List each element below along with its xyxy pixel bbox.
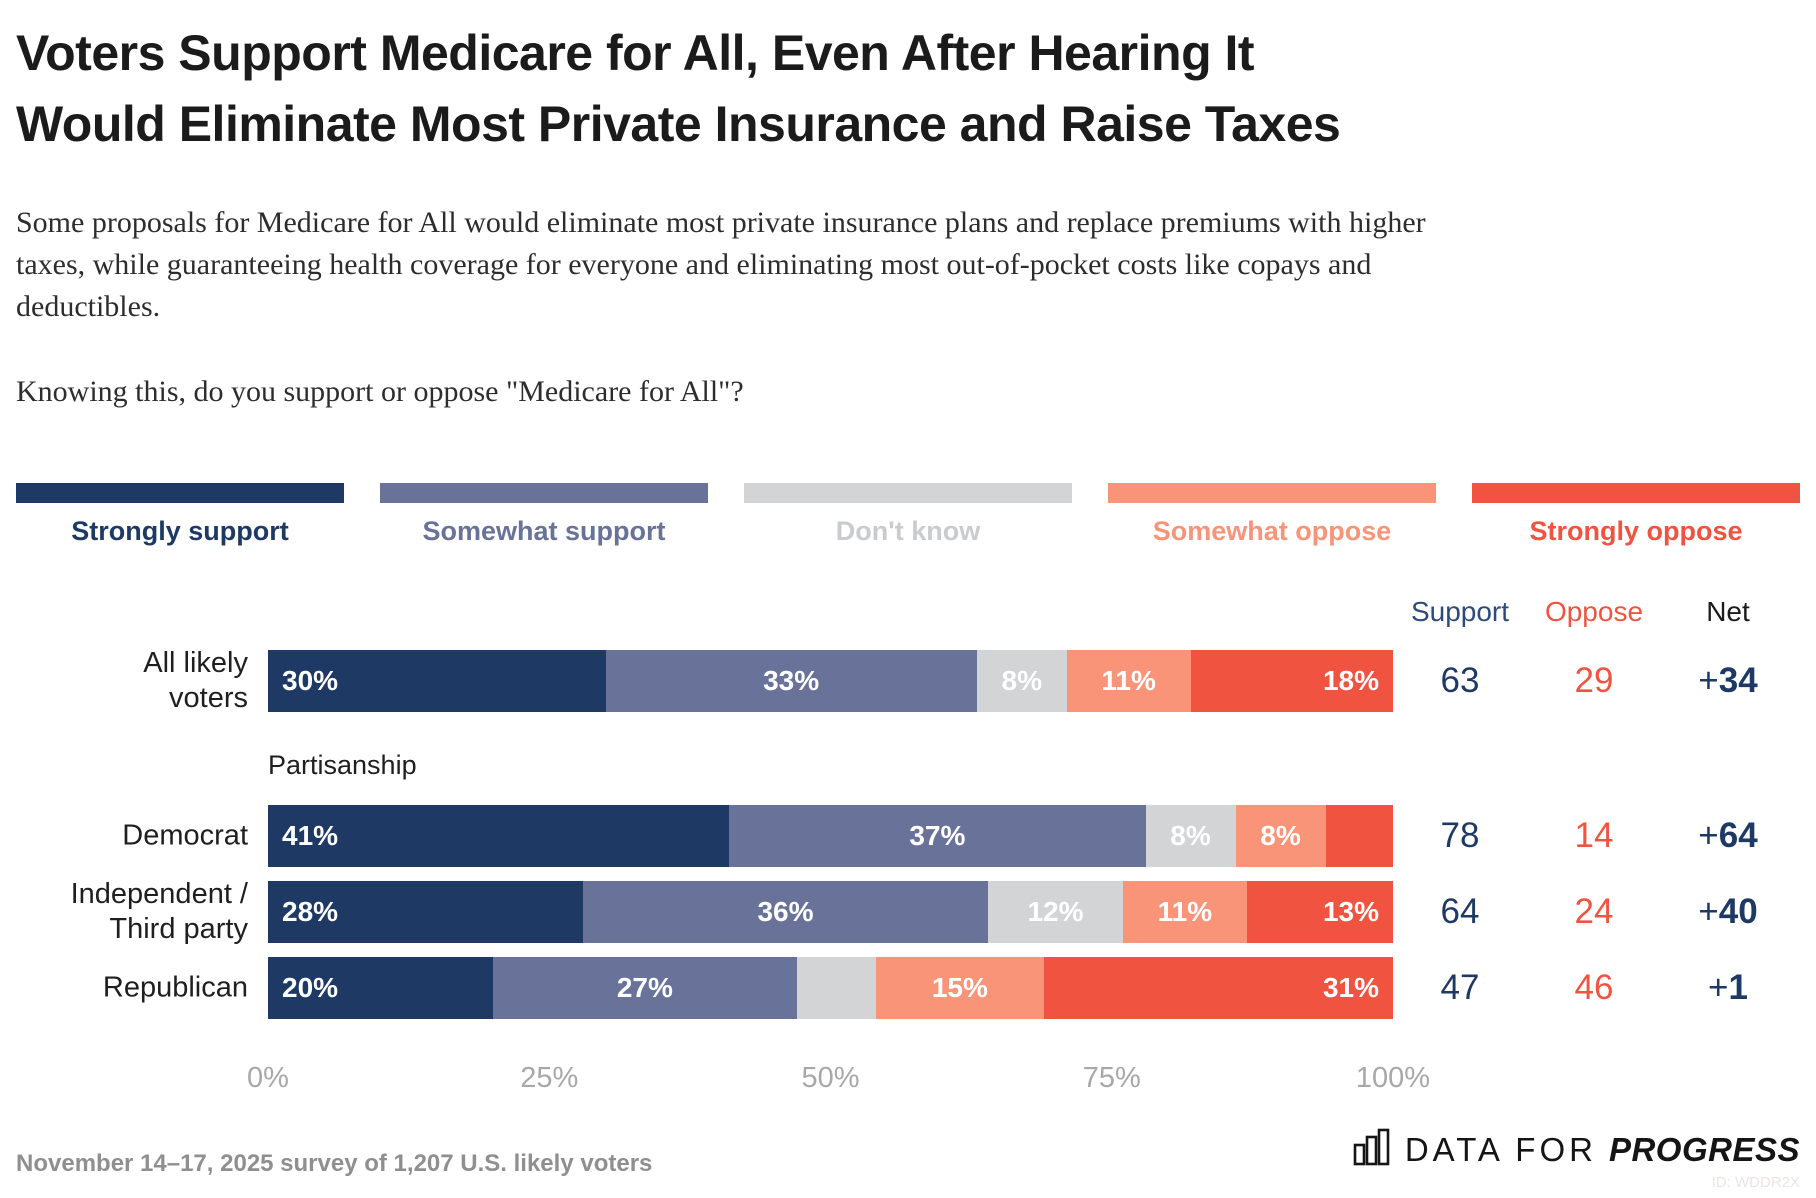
- legend-label: Somewhat support: [422, 516, 666, 546]
- page-title-line2: Would Eliminate Most Private Insurance a…: [16, 96, 1341, 152]
- bar-segment-label: 28%: [282, 896, 339, 927]
- dfp-logo: DATA FOR PROGRESS: [1353, 1128, 1800, 1171]
- bar-segment-label: 18%: [1322, 665, 1379, 696]
- bar-segment-label: 8%: [1170, 820, 1211, 851]
- oppose-value: 24: [1574, 892, 1614, 931]
- bar-segment: 11%: [1066, 650, 1191, 712]
- x-axis-tick: 25%: [520, 1062, 579, 1094]
- row-label: All likely voters: [143, 647, 248, 714]
- bar-segment-label: 11%: [1157, 896, 1213, 927]
- bar-segment: 33%: [605, 650, 977, 712]
- footer-note: November 14–17, 2025 survey of 1,207 U.S…: [16, 1150, 653, 1177]
- legend-label: Strongly support: [71, 516, 289, 546]
- x-axis-tick: 50%: [801, 1062, 860, 1094]
- legend-item: Somewhat oppose: [1108, 483, 1436, 547]
- bar-segment-label: 12%: [1027, 896, 1084, 927]
- net-value: +40: [1698, 892, 1758, 931]
- bar-segment-label: 15%: [931, 972, 988, 1003]
- legend-swatch: [1472, 483, 1800, 503]
- bar-segment: 13%: [1246, 881, 1393, 943]
- bar-segment-label: 8%: [1001, 665, 1042, 696]
- bar-segment: 18%: [1190, 650, 1393, 712]
- bar-segment: [1325, 805, 1393, 867]
- column-header-oppose: Oppose: [1544, 596, 1644, 627]
- net-value: +1: [1708, 968, 1748, 1007]
- bar-segment-label: 36%: [757, 896, 814, 927]
- oppose-value: 46: [1574, 968, 1614, 1007]
- oppose-value: 29: [1574, 661, 1614, 700]
- partisanship-label: Partisanship: [268, 750, 417, 780]
- legend-swatch: [16, 483, 344, 503]
- legend-swatch: [1108, 483, 1436, 503]
- logo-text-data-for: DATA FOR: [1404, 1130, 1597, 1168]
- bar-segment: 8%: [976, 650, 1067, 712]
- row-label: Independent / Third party: [70, 878, 248, 945]
- bar-segment: 8%: [1145, 805, 1236, 867]
- stacked-bar: 41% 37% 8% 8%: [268, 805, 1393, 867]
- legend-label: Strongly oppose: [1529, 516, 1743, 546]
- legend-swatch: [744, 483, 1072, 503]
- row-label: Democrat: [122, 819, 248, 852]
- chart-row: Republican 20% 27% 15% 31% 47 46 +1: [0, 957, 1816, 1019]
- logo-text-progress: PROGRESS: [1608, 1130, 1800, 1168]
- net-value: +34: [1698, 661, 1758, 700]
- legend-label: Somewhat oppose: [1152, 516, 1392, 546]
- bar-segment-label: 13%: [1322, 896, 1379, 927]
- support-value: 64: [1440, 892, 1480, 931]
- chart-row: All likely voters 30% 33% 8% 11% 18% 63 29 +34: [0, 647, 1816, 714]
- bar-segment: 15%: [875, 957, 1045, 1019]
- legend-label: Don't know: [835, 516, 981, 546]
- bar-segment-label: 27%: [616, 972, 673, 1003]
- bar-segment-label: 30%: [282, 665, 339, 696]
- survey-question: Knowing this, do you support or oppose "…: [16, 375, 744, 408]
- bar-segment: 20%: [268, 957, 493, 1019]
- bar-segment: 11%: [1123, 881, 1247, 943]
- bar-segment: 36%: [583, 881, 988, 943]
- bar-segment: 8%: [1235, 805, 1326, 867]
- bar-segment-label: 37%: [909, 820, 966, 851]
- bar-segment: 27%: [493, 957, 797, 1019]
- support-value: 47: [1440, 968, 1480, 1007]
- bar-segment-label: 20%: [282, 972, 339, 1003]
- page-title-line1: Voters Support Medicare for All, Even Af…: [16, 25, 1255, 81]
- bar-segment: 30%: [268, 650, 606, 712]
- bar-segment-label: 8%: [1260, 820, 1301, 851]
- bar-segment-label: 31%: [1322, 972, 1379, 1003]
- bar-segment-label: 33%: [763, 665, 820, 696]
- bar-segment: 28%: [268, 881, 583, 943]
- x-axis-tick: 75%: [1082, 1062, 1141, 1094]
- support-value: 78: [1440, 816, 1480, 855]
- stacked-bar: 28% 36% 12% 11% 13%: [268, 881, 1393, 943]
- legend-item: Strongly oppose: [1472, 483, 1800, 547]
- stacked-bar: 30% 33% 8% 11% 18%: [268, 650, 1393, 712]
- net-value: +64: [1698, 816, 1758, 855]
- chart-row: Independent / Third party 28% 36% 12% 11% 13% 6…: [0, 878, 1816, 945]
- bar-segment: 41%: [268, 805, 730, 867]
- column-header-net: Net: [1706, 596, 1750, 627]
- column-header-support: Support: [1410, 596, 1510, 627]
- bar-chart-icon: [1353, 1128, 1393, 1171]
- bar-segment-label: 11%: [1101, 665, 1156, 696]
- bar-segment: 31%: [1044, 957, 1393, 1019]
- row-label: Republican: [102, 971, 248, 1004]
- x-axis-tick: 0%: [247, 1062, 289, 1094]
- bar-segment: 37%: [729, 805, 1146, 867]
- chart-id: ID: WDDR2X: [1711, 1174, 1800, 1191]
- page-title: Voters Support Medicare for All, Even Af…: [16, 18, 1341, 160]
- subtitle: Some proposals for Medicare for All woul…: [16, 206, 1426, 323]
- x-axis-tick: 100%: [1355, 1062, 1431, 1094]
- legend-item: Strongly support: [16, 483, 344, 547]
- support-value: 63: [1440, 661, 1480, 700]
- stacked-bar: 20% 27% 15% 31%: [268, 957, 1393, 1019]
- legend-item: Don't know: [744, 483, 1072, 547]
- bar-segment: 12%: [988, 881, 1123, 943]
- oppose-value: 14: [1574, 816, 1614, 855]
- bar-segment-label: 41%: [282, 820, 339, 851]
- bar-segment: [796, 957, 876, 1019]
- legend: Strongly support Somewhat support Don't kn…: [16, 483, 1800, 547]
- legend-swatch: [380, 483, 708, 503]
- chart-row: Democrat 41% 37% 8% 8% 78 14 +64: [0, 805, 1816, 867]
- legend-item: Somewhat support: [380, 483, 708, 547]
